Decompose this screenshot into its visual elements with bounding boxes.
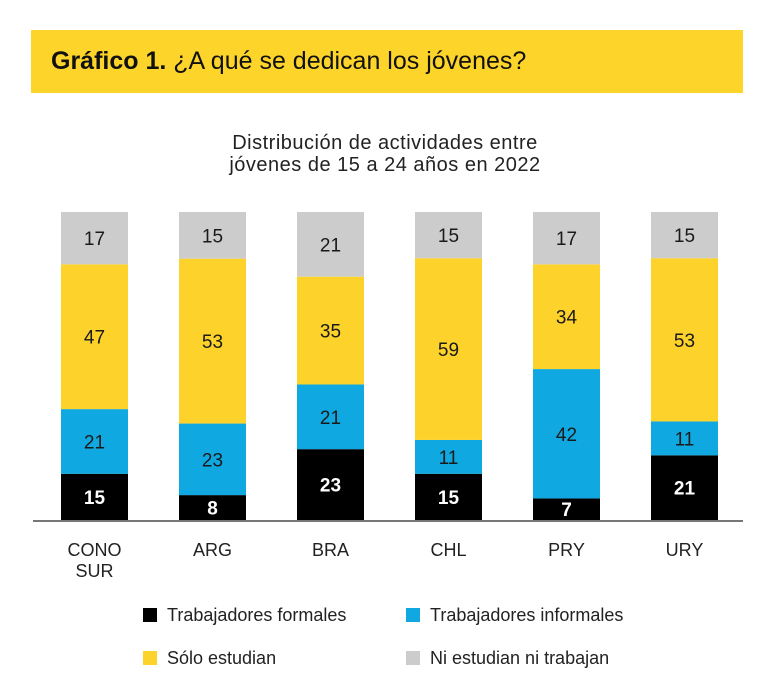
- bar-group-chl: 15 11 59 15: [415, 212, 482, 520]
- bar-segment: [533, 498, 600, 520]
- x-tick-label-line: CHL: [430, 540, 467, 560]
- bar-group-ury: 21 11 53 15: [651, 212, 718, 520]
- bar-segment: [651, 421, 718, 456]
- bar-segment: [297, 384, 364, 450]
- legend-item: Ni estudian ni trabajan: [406, 648, 609, 669]
- data-label: 59: [438, 340, 459, 361]
- data-label: 35: [320, 322, 341, 343]
- heading-question: ¿A qué se dedican los jóvenes?: [166, 47, 527, 75]
- bar-segment: [415, 439, 482, 474]
- data-label: 23: [202, 450, 223, 471]
- chart-title: Distribución de actividades entre jóvene…: [0, 132, 770, 176]
- legend-label: Ni estudian ni trabajan: [430, 648, 610, 668]
- data-label: 15: [438, 488, 460, 509]
- data-label: 8: [207, 499, 218, 520]
- data-label: 15: [674, 226, 695, 247]
- x-tick-label: ARG: [163, 540, 263, 561]
- data-label: 47: [84, 328, 105, 349]
- bar-segment: [179, 212, 246, 259]
- bar-segment: [61, 473, 128, 520]
- chart-heading: Gráfico 1. ¿A qué se dedican los jóvenes…: [51, 47, 526, 76]
- bar-segment: [533, 212, 600, 265]
- legend-label: Trabajadores informales: [430, 605, 624, 625]
- x-tick-label-line: SUR: [75, 561, 114, 581]
- bar-segment: [61, 264, 128, 410]
- x-tick-label: CONO SUR: [45, 540, 145, 582]
- bar-segment: [651, 455, 718, 520]
- bar-segment: [61, 409, 128, 474]
- data-label: 15: [438, 226, 459, 247]
- legend-item: Sólo estudian: [143, 648, 276, 669]
- bar-segment: [179, 423, 246, 496]
- x-tick-label-line: CONO: [67, 540, 122, 560]
- bar-segment: [415, 212, 482, 259]
- heading-number: Gráfico 1.: [51, 47, 167, 75]
- legend-item: Trabajadores formales: [143, 605, 346, 626]
- data-label: 11: [675, 429, 695, 450]
- data-label: 42: [556, 425, 577, 446]
- bar-group-cono-sur: 15 21 47 17: [61, 212, 128, 520]
- bar-segment: [651, 258, 718, 422]
- data-label: 23: [320, 476, 341, 497]
- legend-swatch: [406, 651, 420, 665]
- bar-segment: [415, 473, 482, 520]
- data-label: 34: [556, 308, 578, 329]
- data-label: 21: [84, 432, 105, 453]
- data-label: 21: [320, 235, 341, 256]
- data-label: 53: [202, 332, 223, 353]
- data-label: 17: [556, 229, 577, 250]
- data-label: 7: [561, 500, 572, 521]
- x-tick-label: CHL: [399, 540, 499, 561]
- header-band: Gráfico 1. ¿A qué se dedican los jóvenes…: [31, 30, 743, 93]
- x-tick-label-line: PRY: [548, 540, 585, 560]
- bar-segment: [297, 212, 364, 277]
- data-label: 17: [84, 229, 105, 250]
- data-label: 21: [320, 408, 341, 429]
- bar-group-arg: 8 23 53 15: [179, 212, 246, 520]
- bar-group-bra: 23 21 35 21: [297, 212, 364, 520]
- bar-segment: [415, 258, 482, 440]
- bar-segment: [533, 264, 600, 370]
- legend-label: Trabajadores formales: [167, 605, 347, 625]
- x-tick-label: URY: [635, 540, 735, 561]
- bar-segment: [651, 212, 718, 259]
- data-label: 11: [439, 448, 459, 469]
- legend-swatch: [406, 608, 420, 622]
- data-label: 15: [202, 226, 223, 247]
- data-label: 21: [674, 479, 696, 500]
- legend-swatch: [143, 608, 157, 622]
- legend-swatch: [143, 651, 157, 665]
- data-label: 53: [674, 331, 695, 352]
- x-tick-label-line: BRA: [311, 540, 349, 560]
- x-tick-label: PRY: [517, 540, 617, 561]
- chart-title-line-1: Distribución de actividades entre: [232, 132, 538, 154]
- bar-segment: [533, 369, 600, 499]
- legend-label: Sólo estudian: [167, 648, 277, 668]
- data-label: 15: [84, 488, 106, 509]
- bar-segment: [61, 212, 128, 265]
- legend-item: Trabajadores informales: [406, 605, 623, 626]
- x-tick-label: BRA: [281, 540, 381, 561]
- x-tick-label-line: ARG: [192, 540, 232, 560]
- bar-segment: [297, 276, 364, 385]
- bar-segment: [297, 449, 364, 520]
- bar-group-pry: 7 42 34 17: [533, 212, 600, 521]
- chart-title-line-2: jóvenes de 15 a 24 años en 2022: [229, 154, 541, 176]
- bar-segment: [179, 495, 246, 520]
- x-tick-label-line: URY: [665, 540, 704, 560]
- bar-segment: [179, 258, 246, 424]
